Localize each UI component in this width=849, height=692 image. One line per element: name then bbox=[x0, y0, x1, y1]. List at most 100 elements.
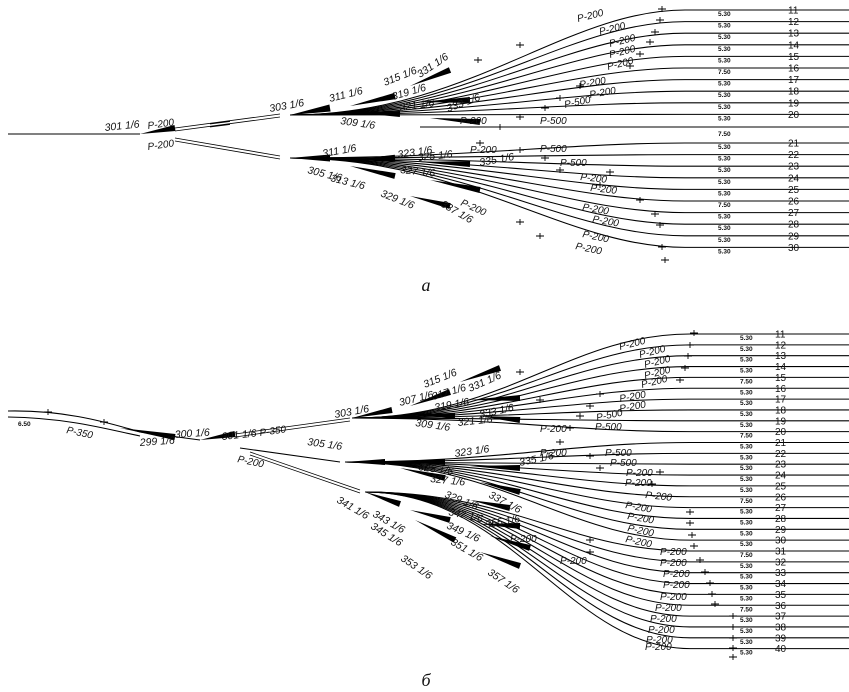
b-track-length: 5.30 bbox=[740, 411, 753, 418]
b-radius-label-28: P-200 bbox=[650, 614, 677, 625]
a-radius-label-6: P-200 bbox=[589, 85, 618, 101]
a-frog bbox=[350, 92, 396, 106]
b-track-length: 5.30 bbox=[740, 585, 753, 592]
a-track-number-26: 26 bbox=[788, 197, 800, 208]
b-radius-label-15: P-200 bbox=[645, 490, 673, 504]
a-lower-track-8 bbox=[289, 157, 849, 237]
b-lower-track-9 bbox=[364, 491, 849, 650]
a-lower-track-2 bbox=[289, 157, 849, 167]
b-radius-label-14: P-200 bbox=[625, 478, 652, 489]
a-track-length: 5.30 bbox=[718, 144, 731, 151]
a-track-number-21: 21 bbox=[788, 139, 800, 150]
b-track-number-26: 26 bbox=[775, 492, 787, 503]
panel-b-caption: б bbox=[421, 670, 431, 690]
a-track-number-22: 22 bbox=[788, 150, 800, 161]
b-frog-13 bbox=[410, 510, 451, 523]
b-insulated-joint-25 bbox=[708, 591, 716, 597]
b-track-number-21: 21 bbox=[775, 438, 787, 449]
b-insulated-joint-5 bbox=[596, 391, 604, 397]
b-upper-track-0 bbox=[351, 333, 849, 419]
b-switch-label-24: 357 1/6 bbox=[485, 567, 521, 597]
a-track-number-20: 20 bbox=[788, 110, 800, 121]
b-frog-7 bbox=[400, 459, 445, 465]
b-track-number-30: 30 bbox=[775, 536, 787, 547]
b-insulated-joint-entry bbox=[100, 419, 108, 425]
b-lower-track-3 bbox=[364, 491, 849, 585]
b-lower-track-8 bbox=[364, 491, 849, 639]
a-track-length: 5.30 bbox=[718, 34, 731, 41]
b-track-length: 5.30 bbox=[740, 617, 753, 624]
b-track-length: 5.30 bbox=[740, 346, 753, 353]
b-lower-track-2 bbox=[364, 491, 849, 574]
a-radius-label-16: P-200 bbox=[591, 214, 620, 230]
b-radius-label-17: P-200 bbox=[626, 511, 655, 527]
b-lower-track-5 bbox=[364, 491, 849, 606]
a-track-length: 5.30 bbox=[718, 92, 731, 99]
a-frog bbox=[410, 196, 451, 209]
b-insulated-joint-3 bbox=[681, 365, 689, 371]
a-frog bbox=[350, 154, 396, 162]
b-insulated-joint-26 bbox=[711, 601, 719, 607]
b-radius-label: P-200 bbox=[236, 454, 265, 470]
b-frog-16 bbox=[490, 536, 531, 551]
b-track-number-28: 28 bbox=[775, 514, 787, 525]
b-track-number-20: 20 bbox=[775, 427, 787, 438]
a-insulated-joint-19 bbox=[636, 197, 644, 203]
b-insulated-joint-11 bbox=[556, 439, 564, 445]
b-switch-label-10: 327 1/6 bbox=[430, 473, 466, 489]
a-insulated-joint-23 bbox=[661, 257, 669, 263]
b-track-length: 7.50 bbox=[740, 378, 753, 385]
b-insulated-joint-16 bbox=[686, 509, 694, 515]
a-upper-track-0 bbox=[289, 9, 849, 116]
b-frog-3 bbox=[460, 365, 501, 382]
b-frog-1 bbox=[410, 389, 451, 406]
b-insulated-joint-17 bbox=[686, 520, 694, 526]
a-insulated-joint-16 bbox=[556, 167, 564, 173]
a-radius-label-9: P-500 bbox=[540, 116, 567, 127]
a-track-number-24: 24 bbox=[788, 173, 800, 184]
a-track-length: 5.30 bbox=[718, 237, 731, 244]
a-radius-label-12: P-500 bbox=[560, 158, 587, 169]
b-track-number-12: 12 bbox=[775, 340, 787, 351]
b-track-length: 5.30 bbox=[740, 368, 753, 375]
a-track-length: 5.30 bbox=[718, 248, 731, 255]
a-radius-label: P-200 bbox=[147, 117, 175, 132]
b-middle-track-7 bbox=[344, 461, 849, 519]
b-entry-track bbox=[7, 416, 141, 437]
b-insulated-joint-18 bbox=[688, 532, 696, 538]
b-track-length: 5.30 bbox=[740, 639, 753, 646]
b-track-number-37: 37 bbox=[775, 612, 787, 623]
a-track-number-15: 15 bbox=[788, 52, 800, 63]
b-track-number-32: 32 bbox=[775, 557, 787, 568]
a-switch-label-0: 303 1/6 bbox=[268, 97, 305, 115]
b-radius-label-11: P-500 bbox=[605, 448, 632, 459]
a-track-length: 5.30 bbox=[718, 23, 731, 30]
a-track-length: 7.50 bbox=[718, 69, 731, 76]
a-track-number-17: 17 bbox=[788, 75, 800, 86]
a-track-number-16: 16 bbox=[788, 64, 800, 75]
b-frog-0 bbox=[352, 407, 393, 418]
a-track-number-18: 18 bbox=[788, 87, 800, 98]
a-insulated-joint-9 bbox=[516, 114, 524, 120]
b-track-length: 5.30 bbox=[740, 465, 753, 472]
a-upper-track-2 bbox=[289, 32, 849, 116]
b-track-number-35: 35 bbox=[775, 590, 787, 601]
b-track-number-31: 31 bbox=[775, 547, 787, 558]
b-insulated-joint-9 bbox=[536, 397, 544, 403]
b-lower-track-7 bbox=[364, 491, 849, 628]
a-track-length: 5.30 bbox=[718, 57, 731, 64]
b-switch-label: 299 1/6 bbox=[138, 435, 175, 449]
a-radius-label-8: P-200 bbox=[460, 116, 487, 127]
a-track-length: 5.30 bbox=[718, 81, 731, 88]
b-middle-track-6 bbox=[344, 461, 849, 509]
b-insulated-joint-31 bbox=[729, 654, 737, 660]
a-switch-label-9: 313 1/6 bbox=[329, 172, 366, 192]
b-track-number-39: 39 bbox=[775, 633, 787, 644]
b-upper-track-5 bbox=[351, 387, 849, 419]
a-upper-track-4 bbox=[289, 55, 849, 116]
b-track-length: 5.30 bbox=[740, 574, 753, 581]
b-track-number-19: 19 bbox=[775, 416, 787, 427]
a-track-length: 5.30 bbox=[718, 104, 731, 111]
b-upper-track-3 bbox=[351, 366, 849, 419]
b-frog-12 bbox=[365, 492, 401, 507]
